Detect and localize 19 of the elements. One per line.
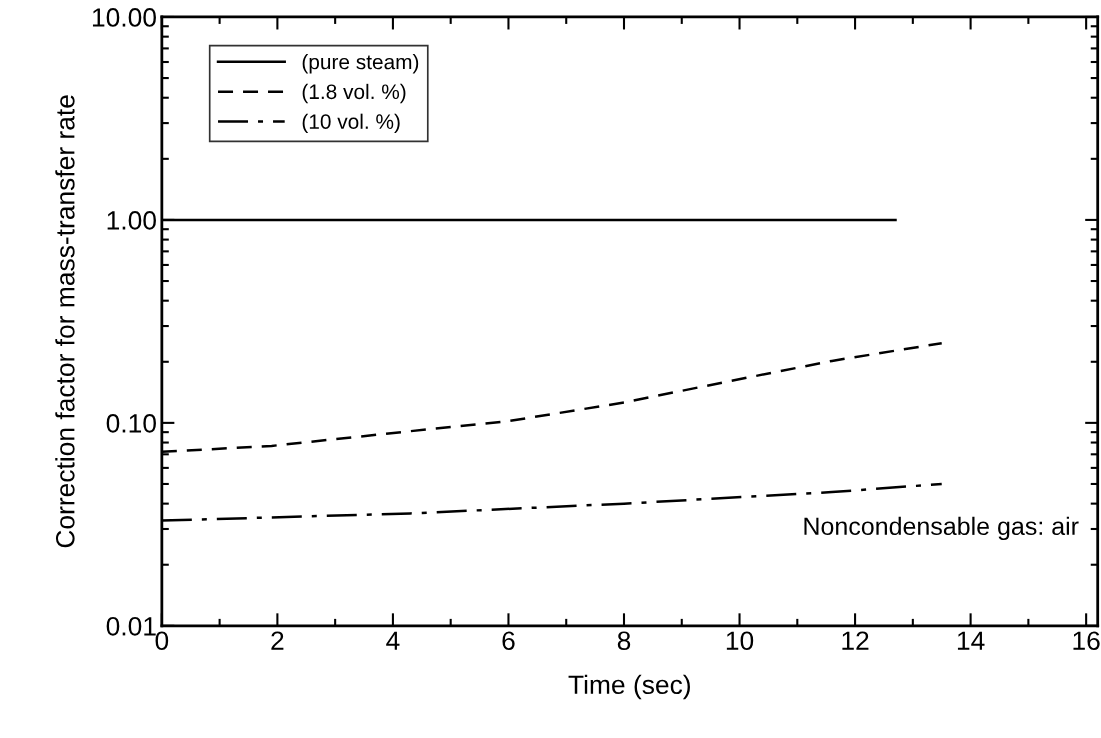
legend-label: (10 vol. %) — [302, 113, 400, 134]
legend-label: (pure steam) — [302, 53, 419, 74]
legend-label: (1.8 vol. %) — [302, 83, 406, 104]
x-tick-label: 2 — [271, 631, 284, 650]
y-tick-label: 0.01 — [106, 616, 156, 636]
y-axis-title: Correction factor for mass-transfer rate — [55, 95, 75, 548]
y-tick-label: 10.00 — [92, 8, 156, 27]
y-tick-label: 0.10 — [106, 414, 156, 433]
x-axis-title: Time (sec) — [568, 674, 690, 700]
x-tick-label: 16 — [1073, 631, 1100, 651]
x-tick-label: 0 — [155, 631, 169, 651]
x-tick-label: 12 — [842, 631, 869, 650]
x-tick-label: 4 — [386, 631, 400, 650]
x-tick-label: 8 — [617, 631, 631, 651]
x-tick-label: 10 — [726, 631, 754, 651]
x-tick-label: 14 — [957, 631, 985, 650]
annotation: Noncondensable gas: air — [804, 516, 1079, 541]
y-tick-label: 1.00 — [107, 211, 156, 230]
x-tick-label: 6 — [502, 631, 515, 651]
